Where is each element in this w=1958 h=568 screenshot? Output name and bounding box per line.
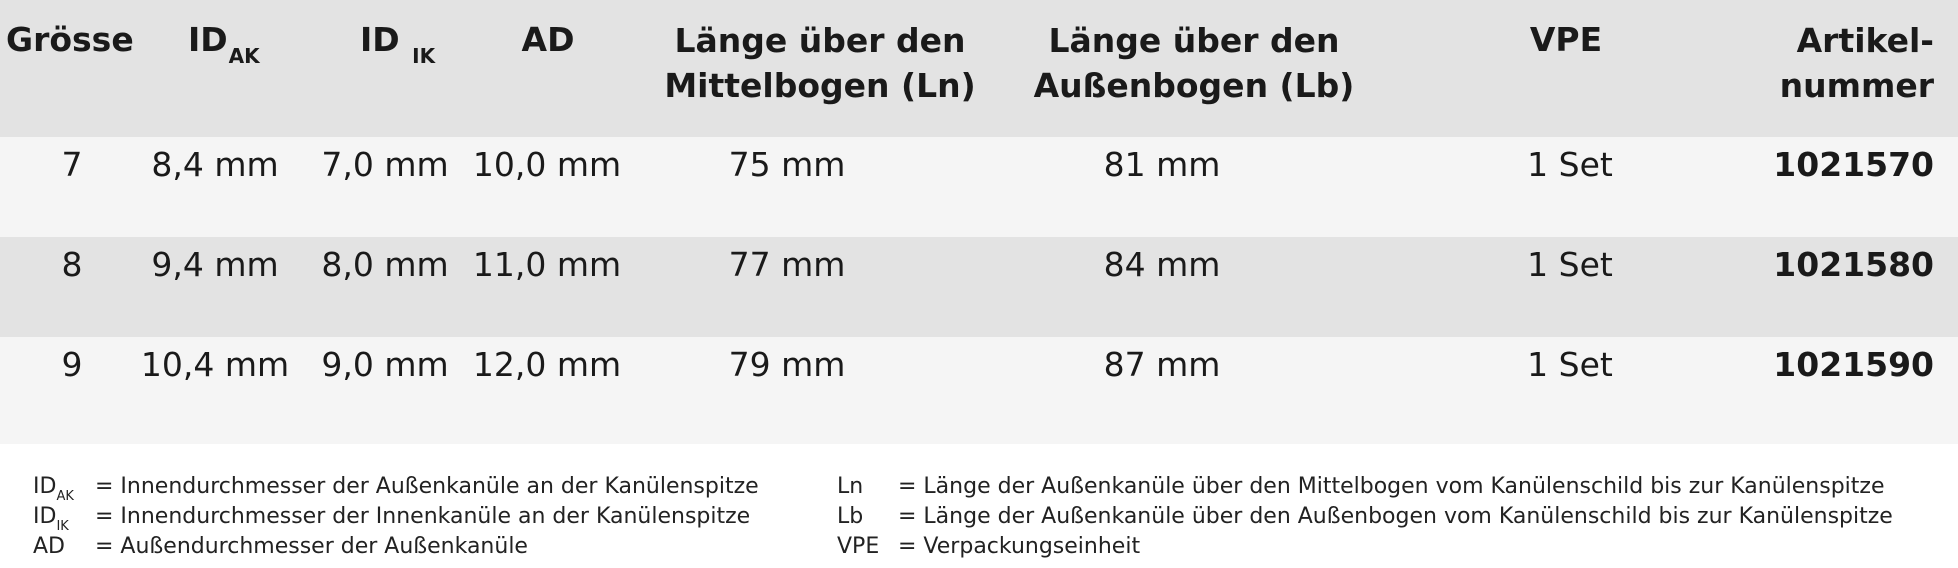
cell-id-ik: 7,0 mm bbox=[321, 145, 449, 184]
cell-lb: 81 mm bbox=[1103, 145, 1221, 184]
legend-item: IDIK bbox=[33, 502, 69, 535]
legend-item: IDAK bbox=[33, 472, 74, 505]
legend-text: = Innendurchmesser der Außenkanüle an de… bbox=[95, 474, 759, 499]
cell-lb: 84 mm bbox=[1103, 245, 1221, 284]
cell-groesse: 7 bbox=[61, 145, 83, 184]
cell-groesse: 8 bbox=[61, 245, 83, 284]
legend-text: = Länge der Außenkanüle über den Mittelb… bbox=[898, 474, 1885, 499]
cell-ad: 12,0 mm bbox=[472, 345, 622, 384]
cell-artikelnummer: 1021570 bbox=[1773, 145, 1934, 184]
header-ad: AD bbox=[521, 20, 575, 59]
header-ln: Länge über den Mittelbogen (Ln) bbox=[664, 21, 976, 105]
legend-text: = Länge der Außenkanüle über den Außenbo… bbox=[898, 504, 1893, 529]
table-row: 7 bbox=[0, 137, 1958, 237]
cell-id-ak: 10,4 mm bbox=[140, 345, 290, 384]
table-row bbox=[0, 337, 1958, 444]
legend-abbr: VPE bbox=[837, 534, 880, 559]
cell-vpe: 1 Set bbox=[1527, 345, 1613, 384]
header-id-ak: IDAK bbox=[188, 20, 260, 68]
header-artikelnummer: Artikel-nummer bbox=[1779, 21, 1934, 105]
legend-abbr: AD bbox=[33, 534, 65, 559]
cell-artikelnummer: 1021580 bbox=[1773, 245, 1934, 284]
header-lb: Länge über den Außenbogen (Lb) bbox=[1033, 21, 1355, 105]
cell-vpe: 1 Set bbox=[1527, 145, 1613, 184]
cell-id-ak: 9,4 mm bbox=[151, 245, 279, 284]
header-id-ik: ID IK bbox=[360, 20, 436, 68]
cell-ad: 11,0 mm bbox=[472, 245, 622, 284]
cell-vpe: 1 Set bbox=[1527, 245, 1613, 284]
table-header-row: Grösse IDAK ID IK AD Länge über den Mitte… bbox=[0, 0, 1958, 137]
legend-abbr: IDAK bbox=[33, 474, 74, 504]
legend-text: = Verpackungseinheit bbox=[898, 534, 1141, 559]
legend-text: = Außendurchmesser der Außenkanüle bbox=[95, 534, 528, 559]
legend-abbr: Lb bbox=[837, 504, 864, 529]
cell-ln: 77 mm bbox=[728, 245, 846, 284]
legend-abbr: Ln bbox=[837, 474, 864, 499]
product-table: Grösse IDAK ID IK AD Länge über den Mitte… bbox=[0, 0, 1958, 444]
cell-ln: 75 mm bbox=[728, 145, 846, 184]
cell-id-ik: 8,0 mm bbox=[321, 245, 449, 284]
cell-lb: 87 mm bbox=[1103, 345, 1221, 384]
legend-abbr: IDIK bbox=[33, 504, 69, 534]
table-row bbox=[0, 237, 1958, 337]
cell-id-ik: 9,0 mm bbox=[321, 345, 449, 384]
cell-id-ak: 8,4 mm bbox=[151, 145, 279, 184]
cell-groesse: 9 bbox=[61, 345, 83, 384]
legend-text: = Innendurchmesser der Innenkanüle an de… bbox=[95, 504, 751, 529]
cell-ln: 79 mm bbox=[728, 345, 846, 384]
header-vpe: VPE bbox=[1529, 20, 1603, 59]
cell-artikelnummer: 1021590 bbox=[1773, 345, 1934, 384]
header-groesse: Grösse bbox=[6, 20, 134, 59]
cell-ad: 10,0 mm bbox=[472, 145, 622, 184]
